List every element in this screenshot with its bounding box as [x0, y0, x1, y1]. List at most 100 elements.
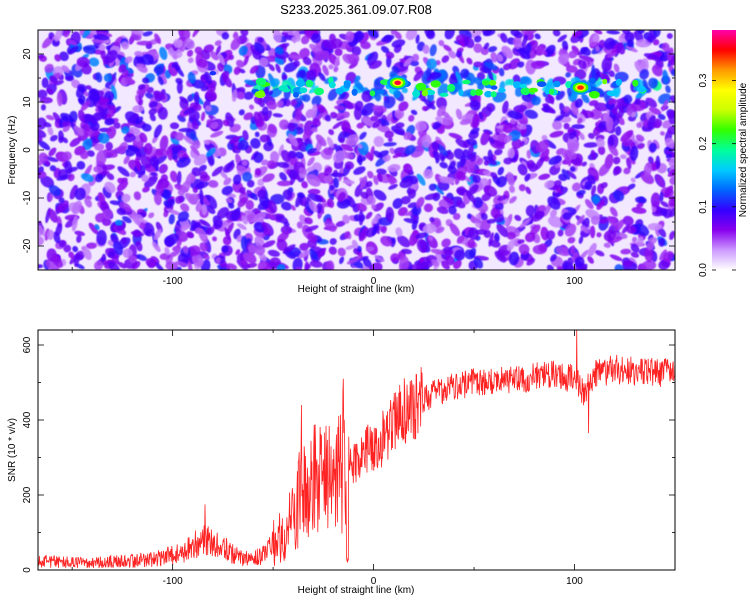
heatmap-cell [410, 109, 418, 116]
heatmap-cell [224, 227, 231, 241]
heatmap-cell [357, 143, 363, 149]
heatmap-cell [375, 123, 391, 133]
heatmap-cell [61, 65, 70, 74]
heatmap-cell [265, 90, 274, 97]
heatmap-cell [627, 39, 634, 48]
heatmap-cell [298, 167, 307, 175]
heatmap-cell [480, 130, 491, 146]
heatmap-cell [578, 235, 584, 244]
heatmap-cell [601, 56, 613, 73]
heatmap-cell [377, 150, 389, 158]
heatmap-cell [455, 50, 463, 58]
heatmap-cell [429, 216, 435, 223]
heatmap-cell [520, 87, 531, 96]
snr-x-axis-label: Height of straight line (km) [298, 585, 415, 596]
heatmap-cell [302, 56, 312, 66]
heatmap-cell [236, 91, 246, 100]
heatmap-cell [390, 253, 400, 263]
heatmap-cell [124, 56, 133, 64]
heatmap-cell [424, 193, 438, 201]
heatmap-cell [149, 113, 156, 122]
heatmap-cell [592, 126, 601, 137]
heatmap-cell [623, 167, 631, 175]
heatmap-cell [430, 248, 446, 255]
heatmap-cell [54, 30, 64, 42]
heatmap-cell [153, 228, 162, 241]
heatmap-cell [269, 87, 283, 98]
heatmap-cell [159, 46, 168, 60]
heatmap-cell [502, 63, 512, 71]
heatmap-cell [282, 189, 293, 200]
heatmap-cell [462, 79, 471, 85]
heatmap-cell [636, 202, 644, 208]
heatmap-cell [568, 130, 577, 140]
heatmap-cell [296, 192, 305, 199]
heatmap-cell [323, 174, 333, 184]
heatmap-cell [56, 91, 63, 107]
heatmap-cell [658, 259, 670, 270]
heatmap-cell [530, 224, 541, 235]
heatmap-cell [437, 144, 448, 156]
heatmap-peak [490, 85, 498, 90]
heatmap-cell [330, 111, 338, 119]
heatmap-cell [269, 78, 280, 88]
heatmap-cell [671, 68, 675, 77]
heatmap-cell [158, 163, 168, 174]
heatmap-cell [143, 222, 155, 237]
heatmap-cell [128, 126, 141, 135]
heatmap-cell [305, 263, 312, 270]
heatmap-cell [595, 138, 605, 148]
heatmap-cell [510, 30, 521, 37]
heatmap-cell [422, 105, 428, 111]
heatmap-cell [470, 127, 480, 135]
colorbar-ticks: 0.0 0.1 0.2 0.3 [698, 73, 736, 277]
heatmap-cell [535, 140, 550, 153]
heatmap-cell [117, 261, 127, 269]
heatmap-cell [316, 202, 323, 214]
heatmap-cell [282, 74, 288, 80]
heatmap-cell [614, 264, 624, 270]
heatmap-cell [48, 184, 62, 197]
heatmap-cell [370, 115, 379, 122]
heatmap-cell [488, 80, 497, 86]
heatmap-cell [40, 175, 55, 188]
heatmap-cell [178, 127, 194, 133]
heatmap-cell [605, 116, 614, 132]
heatmap-cell [466, 57, 473, 65]
heatmap-cell [501, 45, 514, 59]
heatmap-cell [322, 64, 329, 76]
heatmap-cell [221, 185, 234, 196]
heatmap-cell [641, 260, 657, 270]
heatmap-cell [381, 34, 395, 43]
heatmap-cell [95, 173, 104, 183]
heatmap-cell [266, 100, 278, 110]
heatmap-cell [82, 247, 92, 260]
heatmap-cell [385, 51, 395, 59]
heatmap-cell [114, 219, 123, 227]
heatmap-cell [86, 242, 97, 249]
heatmap-cell [468, 227, 479, 240]
heatmap-cell [430, 80, 441, 88]
heatmap-cell [326, 136, 334, 149]
heatmap-cell [187, 57, 194, 64]
heatmap-cell [282, 244, 296, 254]
heatmap-cell [76, 234, 82, 243]
heatmap-cell [307, 193, 323, 203]
heatmap-cell [342, 179, 355, 185]
heatmap-y-tick-label: 10 [22, 96, 33, 108]
heatmap-cell [594, 250, 605, 257]
heatmap-cell [299, 242, 309, 251]
heatmap-cell [637, 143, 645, 150]
heatmap-cell [606, 30, 620, 35]
heatmap-cell [428, 72, 442, 80]
heatmap-cell [608, 135, 615, 147]
heatmap-cell [330, 38, 343, 49]
heatmap-cell [524, 232, 536, 243]
heatmap-cell [204, 71, 212, 85]
heatmap-cell [389, 147, 396, 155]
heatmap-cell [496, 176, 507, 188]
heatmap-cell [304, 217, 313, 225]
heatmap-cell [48, 147, 57, 157]
heatmap-cell [122, 248, 133, 259]
heatmap-cell [401, 248, 412, 255]
